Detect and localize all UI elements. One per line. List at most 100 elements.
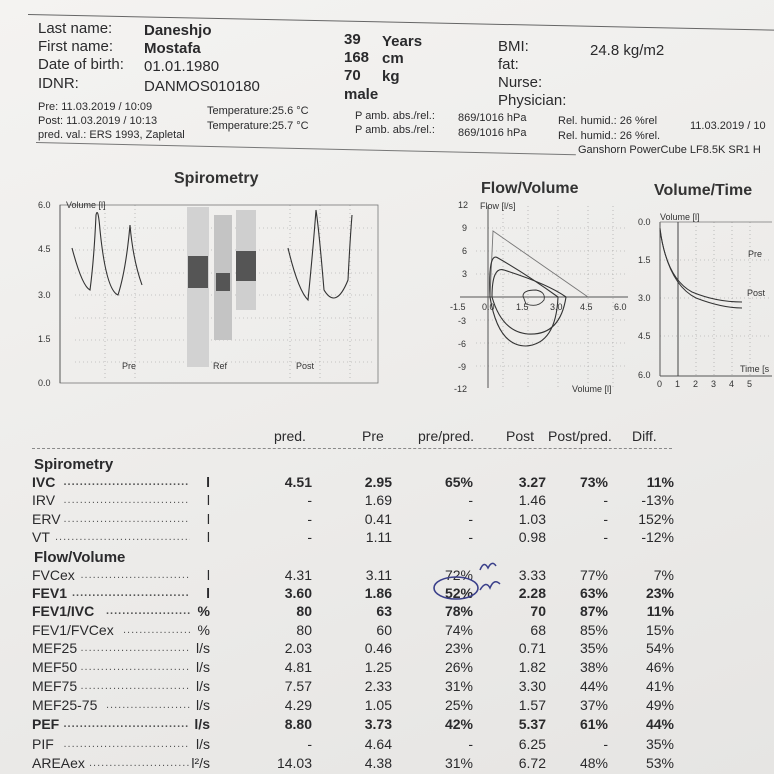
dob-label: Date of birth:: [38, 56, 124, 73]
fv-ytick-12: 12: [458, 200, 468, 210]
volume-time-title: Volume/Time: [654, 182, 753, 199]
post-value: 5.37: [518, 716, 546, 732]
param-name: FEV1/IVC: [32, 603, 95, 619]
param-name: MEF25-75: [32, 697, 98, 713]
pred-value: 80: [296, 603, 312, 619]
pre-value: 2.33: [364, 678, 392, 694]
pre-value: 4.38: [364, 755, 392, 771]
pred-value: 80: [296, 622, 312, 638]
fv-xtick-15: 1.5: [516, 302, 529, 312]
col-postpred: Post/pred.: [548, 428, 612, 444]
param-unit: l: [206, 567, 210, 583]
table-row: ........................................…: [0, 640, 774, 658]
leader-dots: ........................................…: [63, 718, 191, 730]
post-value: 1.46: [518, 492, 546, 508]
param-name: IVC: [32, 474, 56, 490]
spiro-ylabel: Volume [l]: [66, 200, 106, 210]
ref-bar: [216, 273, 230, 291]
col-pre: Pre: [362, 428, 384, 444]
age-value: 39: [344, 31, 361, 48]
flow-volume-chart: Flow [l/s] 12 9 6 3 -3 -6 -9 -12 -1.5 0.…: [450, 200, 628, 394]
physician-label: Physician:: [498, 92, 567, 109]
vt-ytick-0: 0.0: [638, 217, 651, 227]
volume-time-chart: Volume [l] 0.0 1.5 3.0 4.5 6.0 0 1 2 3 4…: [638, 212, 772, 389]
table-row: ........................................…: [0, 511, 774, 529]
table-row: ........................................…: [0, 492, 774, 510]
pre-pred-value: 31%: [444, 755, 473, 771]
vt-legend-post: Post: [747, 288, 766, 298]
param-name: PEF: [32, 716, 60, 732]
post-pred-value: 37%: [579, 697, 608, 713]
param-name: FEV1/FVCex: [32, 622, 114, 638]
param-unit: l: [206, 585, 210, 601]
table-row: ........................................…: [0, 567, 774, 585]
post-pred-value: 85%: [579, 622, 608, 638]
pred-value: 4.29: [284, 697, 312, 713]
first-name-value: Mostafa: [144, 40, 201, 57]
spiro-ytick-6: 6.0: [38, 200, 51, 210]
leader-dots: ........................................…: [123, 624, 190, 636]
post-pred-value: 48%: [579, 755, 608, 771]
post-pred-value: 44%: [579, 678, 608, 694]
param-unit: l/s: [194, 716, 210, 732]
pre-value: 1.25: [364, 659, 392, 675]
vt-ytick-15: 1.5: [638, 255, 651, 265]
post-value: 3.30: [518, 678, 546, 694]
param-unit: l²/s: [191, 755, 210, 771]
fv-ytick-6: 6: [462, 246, 467, 256]
param-unit: l/s: [196, 659, 210, 675]
last-name-value: Daneshjo: [144, 22, 212, 39]
col-diff: Diff.: [632, 428, 657, 444]
param-name: PIF: [32, 736, 54, 752]
post-pred-value: 35%: [579, 640, 608, 656]
fat-label: fat:: [498, 56, 519, 73]
vt-xtick-0: 0: [657, 379, 662, 389]
pre-pred-value: 25%: [444, 697, 473, 713]
section-flow-volume: Flow/Volume: [34, 549, 126, 566]
bmi-label: BMI:: [498, 38, 529, 55]
post-pred-value: 77%: [579, 567, 608, 583]
diff-value: -12%: [641, 529, 674, 545]
param-name: MEF75: [32, 678, 78, 694]
post-pred-value: -: [603, 736, 608, 752]
fv-ytick--3: -3: [458, 316, 466, 326]
weight-unit: kg: [382, 68, 400, 85]
idnr-value: DANMOS010180: [144, 78, 260, 95]
pred-value: 4.31: [284, 567, 312, 583]
col-prepred: pre/pred.: [418, 428, 475, 444]
table-row: ........................................…: [0, 736, 774, 754]
pre-pred-value: -: [468, 529, 473, 545]
diff-value: 23%: [645, 585, 674, 601]
weight-value: 70: [344, 67, 361, 84]
pamb-post-label: P amb. abs./rel.:: [355, 124, 435, 136]
pre-pred-value: -: [468, 492, 473, 508]
diff-value: 15%: [645, 622, 674, 638]
pred-value: -: [307, 492, 312, 508]
spirometry-chart: 6.0 4.5 3.0 1.5 0.0 Volume [l] Pre Ref P…: [38, 200, 379, 388]
leader-dots: ........................................…: [72, 587, 190, 599]
leader-dots: ........................................…: [106, 605, 190, 617]
temperature-pre: Temperature:25.6 °C: [207, 105, 309, 117]
pred-value: -: [307, 736, 312, 752]
humidity-pre: Rel. humid.: 26 %rel: [558, 115, 658, 127]
pre-value: 4.64: [364, 736, 392, 752]
fv-ytick--9: -9: [458, 362, 466, 372]
height-unit: cm: [382, 50, 404, 67]
sex-value: male: [344, 86, 379, 103]
pre-pred-value: -: [468, 511, 473, 527]
bmi-value: 24.8 kg/m2: [590, 42, 665, 59]
diff-value: 11%: [646, 603, 674, 619]
vt-ylabel: Volume [l]: [660, 212, 700, 222]
pre-trace: [71, 212, 143, 296]
pre-value: 1.69: [364, 492, 392, 508]
pre-pred-value: 31%: [444, 678, 473, 694]
pre-value: 60: [376, 622, 392, 638]
diff-value: -13%: [641, 492, 674, 508]
pre-value: 1.11: [365, 529, 392, 545]
leader-dots: ........................................…: [80, 642, 191, 654]
diff-value: 11%: [646, 474, 674, 490]
post-value: 3.33: [518, 567, 546, 583]
pamb-pre-value: 869/1016 hPa: [458, 112, 527, 124]
table-row: ........................................…: [0, 716, 774, 734]
age-unit: Years: [382, 33, 423, 50]
